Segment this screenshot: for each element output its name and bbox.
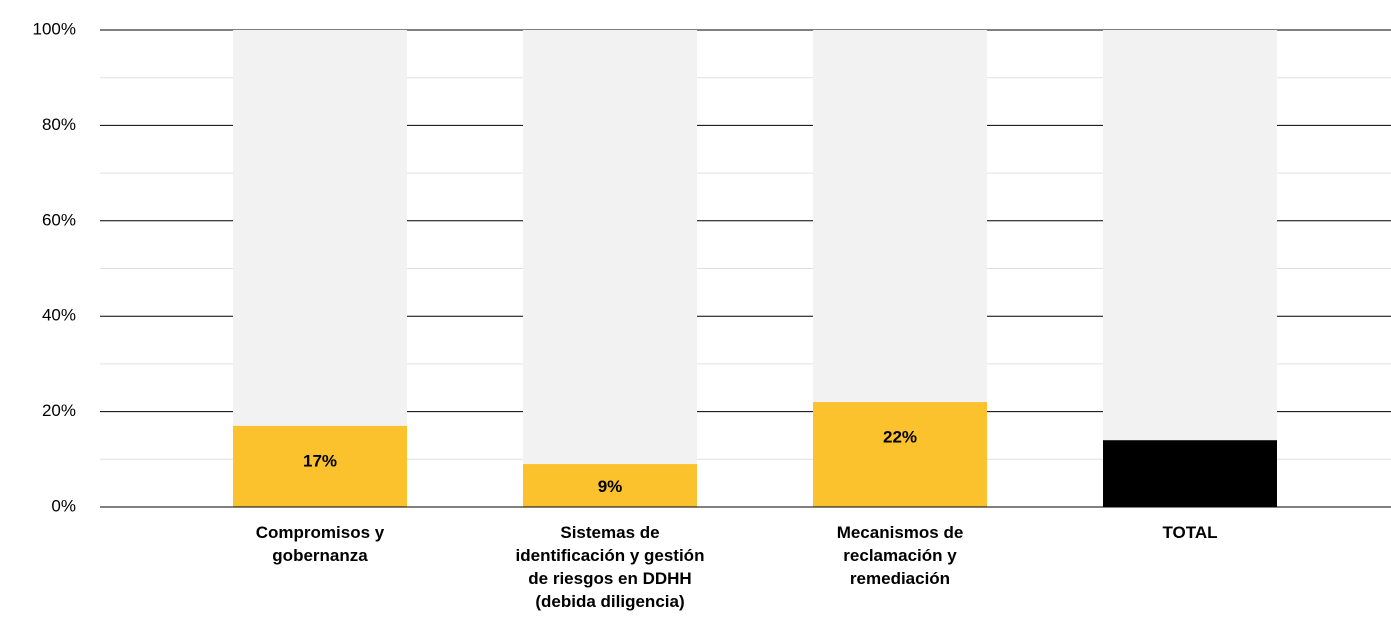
y-tick-label: 100% <box>33 19 76 38</box>
bar <box>1103 440 1277 507</box>
x-tick-label: Sistemas de identificación y gestión de … <box>515 523 705 611</box>
y-tick-label: 80% <box>42 115 76 134</box>
bar <box>813 402 987 507</box>
value-label: 14% <box>1173 465 1207 484</box>
value-label: 17% <box>303 451 337 470</box>
y-tick-label: 0% <box>51 496 76 515</box>
y-tick-label: 60% <box>42 210 76 229</box>
x-tick-label: Mecanismos de reclamación y remediación <box>836 523 964 588</box>
x-tick-label: Compromisos y gobernanza <box>255 523 385 565</box>
bar <box>523 464 697 507</box>
value-label: 9% <box>598 477 623 496</box>
y-tick-label: 40% <box>42 306 76 325</box>
bar-background <box>1103 30 1277 507</box>
value-label: 22% <box>883 428 917 447</box>
bar-background <box>523 30 697 507</box>
bar <box>233 425 407 507</box>
x-tick-label: TOTAL <box>1162 523 1218 542</box>
y-tick-label: 20% <box>42 401 76 420</box>
